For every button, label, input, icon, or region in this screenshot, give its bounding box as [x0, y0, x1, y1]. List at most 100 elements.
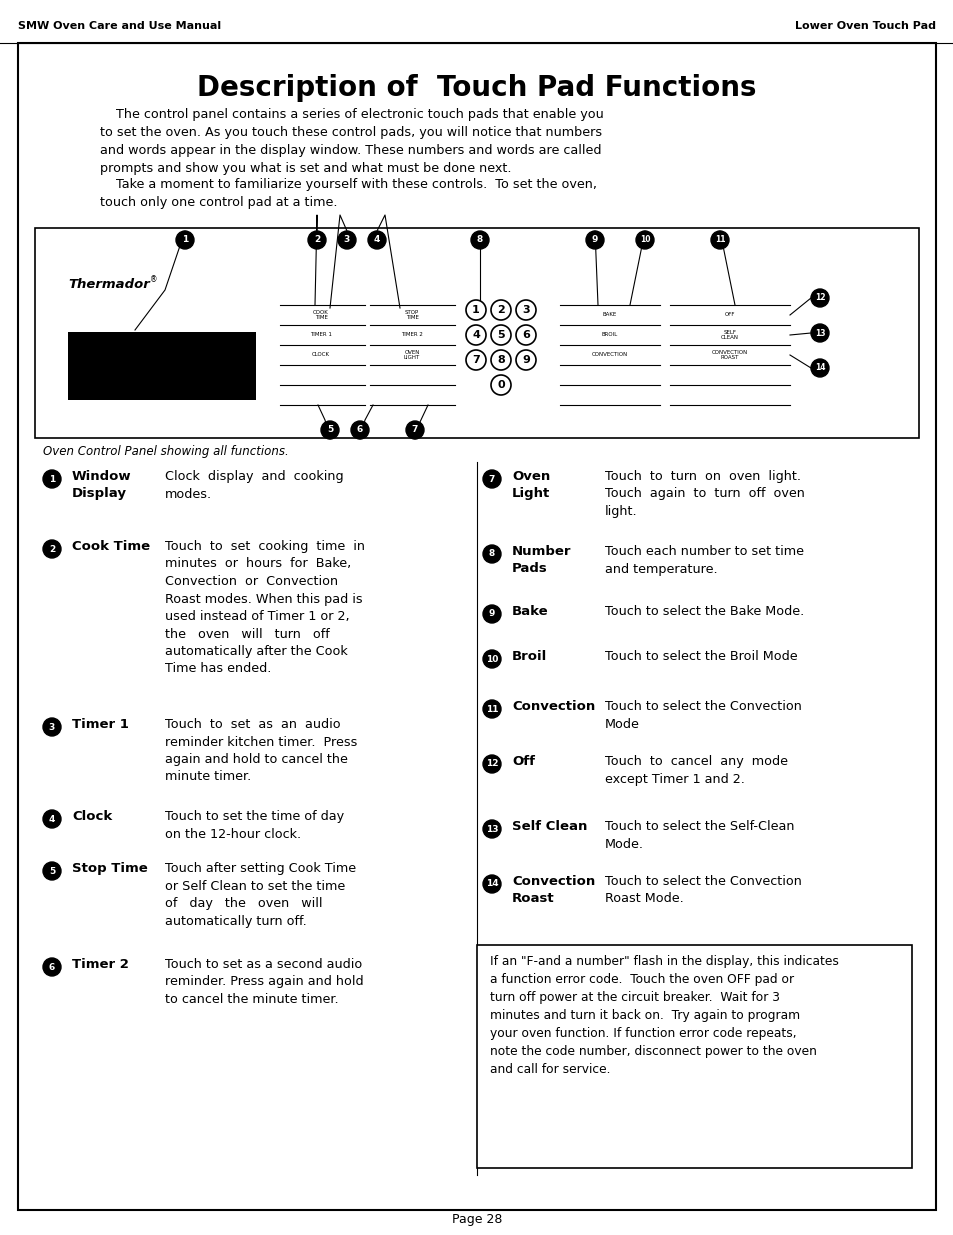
Text: Clock: Clock [71, 810, 112, 823]
Text: 4: 4 [472, 330, 479, 340]
Text: Description of  Touch Pad Functions: Description of Touch Pad Functions [197, 74, 756, 103]
Text: SELF
CLEAN: SELF CLEAN [720, 330, 739, 341]
Text: Oven Control Panel showing all functions.: Oven Control Panel showing all functions… [43, 445, 289, 458]
Text: Number
Pads: Number Pads [512, 545, 571, 574]
Text: 2: 2 [49, 545, 55, 553]
Circle shape [406, 421, 423, 438]
Circle shape [482, 605, 500, 622]
Text: 5: 5 [327, 426, 333, 435]
Text: 3: 3 [49, 722, 55, 731]
Circle shape [471, 231, 489, 249]
Text: If an "F-and a number" flash in the display, this indicates
a function error cod: If an "F-and a number" flash in the disp… [490, 955, 838, 1076]
Circle shape [465, 325, 485, 345]
Text: STOP
TIME: STOP TIME [404, 310, 418, 320]
Text: 10: 10 [639, 236, 650, 245]
Circle shape [368, 231, 386, 249]
Text: Stop Time: Stop Time [71, 862, 148, 876]
Text: 6: 6 [356, 426, 363, 435]
Text: 9: 9 [591, 236, 598, 245]
Text: 14: 14 [485, 879, 497, 888]
Circle shape [465, 350, 485, 370]
Text: CONVECTION: CONVECTION [591, 352, 627, 357]
Text: 7: 7 [472, 354, 479, 366]
Text: TIMER 1: TIMER 1 [310, 332, 332, 337]
Text: Touch to select the Convection
Mode: Touch to select the Convection Mode [604, 700, 801, 730]
Text: 7: 7 [488, 474, 495, 483]
Text: Bake: Bake [512, 605, 548, 618]
Text: Touch each number to set time
and temperature.: Touch each number to set time and temper… [604, 545, 803, 576]
Text: 4: 4 [49, 815, 55, 824]
Circle shape [351, 421, 369, 438]
Text: 1: 1 [472, 305, 479, 315]
Circle shape [43, 471, 61, 488]
Text: 2: 2 [314, 236, 320, 245]
Bar [35, 228, 918, 438]
Circle shape [491, 375, 511, 395]
Circle shape [320, 421, 338, 438]
Circle shape [482, 650, 500, 668]
Text: 1: 1 [49, 474, 55, 483]
Circle shape [43, 958, 61, 976]
Text: OVEN
LIGHT: OVEN LIGHT [403, 350, 419, 361]
Bar [476, 945, 911, 1168]
Circle shape [516, 350, 536, 370]
Text: Touch  to  set  as  an  audio
reminder kitchen timer.  Press
again and hold to c: Touch to set as an audio reminder kitche… [165, 718, 357, 783]
Text: 4: 4 [374, 236, 380, 245]
Text: Window
Display: Window Display [71, 471, 132, 499]
Circle shape [710, 231, 728, 249]
Text: 11: 11 [714, 236, 724, 245]
Circle shape [175, 231, 193, 249]
Text: BAKE: BAKE [602, 312, 617, 317]
Text: Oven
Light: Oven Light [512, 471, 550, 499]
Text: 7: 7 [412, 426, 417, 435]
Circle shape [585, 231, 603, 249]
Circle shape [482, 545, 500, 563]
Text: 12: 12 [485, 760, 497, 768]
Circle shape [491, 325, 511, 345]
Text: Convection
Roast: Convection Roast [512, 876, 595, 904]
Circle shape [482, 471, 500, 488]
Text: Touch to select the Convection
Roast Mode.: Touch to select the Convection Roast Mod… [604, 876, 801, 905]
Text: 5: 5 [497, 330, 504, 340]
Text: BROIL: BROIL [601, 332, 618, 337]
Circle shape [482, 700, 500, 718]
Circle shape [482, 876, 500, 893]
Text: Self Clean: Self Clean [512, 820, 587, 832]
Circle shape [810, 324, 828, 342]
Text: 8: 8 [497, 354, 504, 366]
Circle shape [43, 810, 61, 827]
Text: Touch to select the Self-Clean
Mode.: Touch to select the Self-Clean Mode. [604, 820, 794, 851]
Circle shape [516, 325, 536, 345]
Text: Touch to select the Broil Mode: Touch to select the Broil Mode [604, 650, 797, 663]
Text: 13: 13 [485, 825, 497, 834]
Text: 13: 13 [814, 329, 824, 337]
Text: 5: 5 [49, 867, 55, 876]
Text: Cook Time: Cook Time [71, 540, 150, 553]
Text: 3: 3 [343, 236, 350, 245]
Text: 3: 3 [521, 305, 529, 315]
Circle shape [810, 359, 828, 377]
Circle shape [491, 300, 511, 320]
Circle shape [482, 755, 500, 773]
Text: 9: 9 [488, 610, 495, 619]
Text: 2: 2 [497, 305, 504, 315]
Text: 0: 0 [497, 380, 504, 390]
Circle shape [636, 231, 654, 249]
Text: COOK
TIME: COOK TIME [313, 310, 329, 320]
Circle shape [308, 231, 326, 249]
Circle shape [810, 289, 828, 308]
Text: Convection: Convection [512, 700, 595, 713]
Circle shape [43, 718, 61, 736]
Circle shape [337, 231, 355, 249]
Text: 14: 14 [814, 363, 824, 373]
Text: 1: 1 [182, 236, 188, 245]
Text: ®: ® [150, 275, 157, 284]
Bar [68, 332, 255, 400]
Text: Clock  display  and  cooking
modes.: Clock display and cooking modes. [165, 471, 343, 500]
Circle shape [491, 350, 511, 370]
Text: CONVECTION
ROAST: CONVECTION ROAST [711, 350, 747, 361]
Text: Touch  to  cancel  any  mode
except Timer 1 and 2.: Touch to cancel any mode except Timer 1 … [604, 755, 787, 785]
Circle shape [516, 300, 536, 320]
Text: Broil: Broil [512, 650, 547, 663]
Text: SMW Oven Care and Use Manual: SMW Oven Care and Use Manual [18, 21, 221, 31]
